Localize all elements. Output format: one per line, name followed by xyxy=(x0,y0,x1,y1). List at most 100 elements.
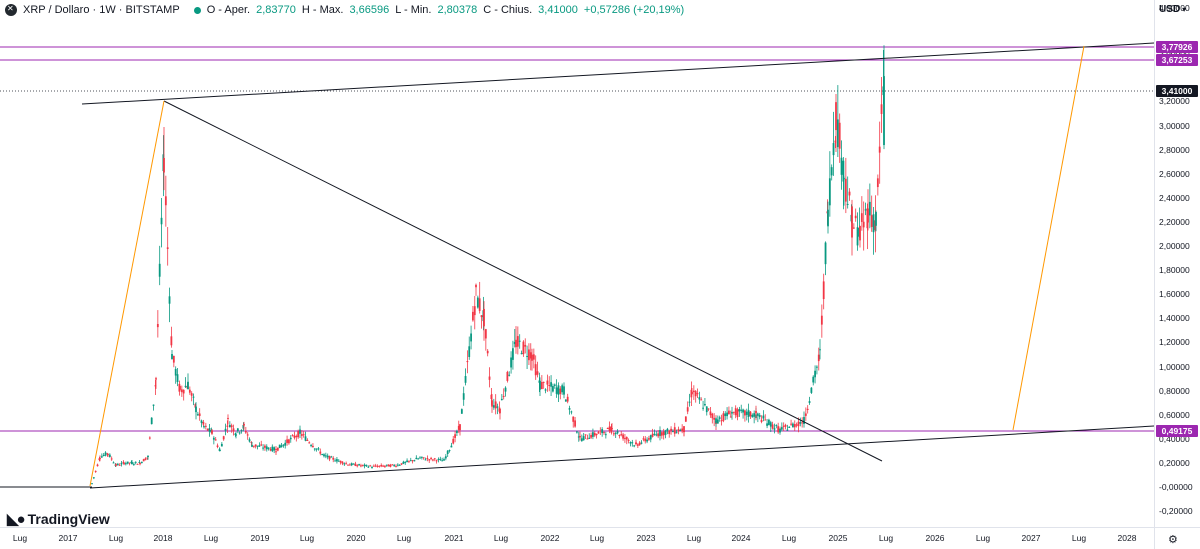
price-level-tag[interactable]: 3,77926 xyxy=(1156,41,1198,53)
candle-body xyxy=(269,449,272,451)
candle-body xyxy=(728,410,730,415)
candle-body xyxy=(99,458,101,460)
candle-body xyxy=(250,441,253,443)
candle-body xyxy=(553,384,556,386)
candle-body xyxy=(546,380,549,385)
candle-body xyxy=(187,381,189,390)
candle-body xyxy=(784,424,787,427)
candle-body xyxy=(472,311,474,321)
candle-body xyxy=(144,458,147,461)
candle-body xyxy=(867,208,869,223)
candle-body xyxy=(446,450,449,454)
candle-body xyxy=(415,457,418,460)
candle-body xyxy=(566,396,569,402)
candle-body xyxy=(100,456,103,458)
time-tick-label: Lug xyxy=(203,533,219,543)
candle-body xyxy=(419,457,421,459)
price-chart[interactable] xyxy=(0,0,1155,527)
candle-body xyxy=(653,433,656,435)
candle-body xyxy=(597,431,600,434)
price-tick-label: 3,20000 xyxy=(1159,96,1190,107)
candle-body xyxy=(428,459,431,461)
candle-body xyxy=(764,419,767,421)
candle-body xyxy=(146,457,149,459)
candle-body xyxy=(611,428,613,430)
candle-body xyxy=(334,460,336,462)
candle-body xyxy=(492,405,495,408)
candle-body xyxy=(608,426,611,432)
candle-body xyxy=(868,201,871,216)
candle-body xyxy=(720,420,723,422)
candle-body xyxy=(775,425,778,427)
candle-body xyxy=(812,376,815,383)
price-level-tag[interactable]: 3,67253 xyxy=(1156,54,1198,66)
candle-body xyxy=(819,349,821,351)
candle-body xyxy=(515,339,517,348)
candle-body xyxy=(747,410,750,417)
time-tick-label: Lug xyxy=(299,533,315,543)
tradingview-logo[interactable]: ◣● TradingView xyxy=(7,510,110,528)
candle-body xyxy=(480,315,483,318)
candle-body xyxy=(163,158,165,173)
candle-body xyxy=(212,437,215,440)
candle-body xyxy=(328,455,331,460)
candle-body xyxy=(152,404,155,406)
candle-body xyxy=(542,381,545,383)
price-level-tag[interactable]: 0,49175 xyxy=(1156,425,1198,437)
candle-body xyxy=(810,387,813,393)
candle-body xyxy=(744,410,746,416)
candle-body xyxy=(840,157,843,175)
candle-body xyxy=(692,390,695,393)
candle-body xyxy=(559,388,562,394)
candle-body xyxy=(610,426,613,433)
candle-body xyxy=(339,460,342,463)
candle-body xyxy=(244,431,247,433)
price-axis[interactable]: USD▾ 4,00000 3,60000 3,20000 3,00000 2,80000… xyxy=(1154,0,1200,549)
candle-body xyxy=(140,461,143,463)
candle-body xyxy=(219,450,221,452)
candle-body xyxy=(629,442,632,444)
candle-body xyxy=(108,454,111,458)
candle-body xyxy=(122,461,125,463)
time-axis[interactable]: Lug 2017 Lug 2018 Lug 2019 Lug 2020 Lug 2021 Lug 20… xyxy=(0,527,1154,549)
price-level-tag[interactable]: 3,41000 xyxy=(1156,85,1198,97)
fib-projection-line xyxy=(89,100,165,487)
candle-body xyxy=(273,447,276,451)
candle-body xyxy=(288,439,290,444)
chart-area[interactable]: XRP / Dollaro · 1W · BITSTAMP O - Aper. … xyxy=(0,0,1155,528)
candle-body xyxy=(408,460,410,462)
candle-body xyxy=(389,464,392,467)
candle-body xyxy=(96,464,99,467)
settings-gear-icon[interactable]: ⚙ xyxy=(1168,534,1178,546)
time-tick-label: Lug xyxy=(781,533,797,543)
candle-body xyxy=(384,465,386,467)
price-tick-label: 1,00000 xyxy=(1159,361,1190,372)
candle-body xyxy=(555,387,558,394)
candle-body xyxy=(843,178,845,180)
candle-body xyxy=(246,434,249,436)
candle-body xyxy=(147,456,149,458)
candle-body xyxy=(196,414,199,416)
candle-body xyxy=(494,401,497,409)
candle-body xyxy=(457,425,460,430)
candle-body xyxy=(378,465,381,467)
close-label: C - Chius. xyxy=(483,4,533,16)
chart-legend: XRP / Dollaro · 1W · BITSTAMP O - Aper. … xyxy=(5,4,684,16)
candle-body xyxy=(464,376,467,383)
candle-body xyxy=(439,458,442,460)
market-status-icon[interactable] xyxy=(193,6,201,14)
candle-body xyxy=(459,424,461,431)
candle-body xyxy=(473,306,476,316)
candle-body xyxy=(529,352,532,359)
candle-body xyxy=(406,460,408,463)
candle-body xyxy=(862,221,865,228)
currency-button[interactable]: USD ▾ xyxy=(1159,4,1186,15)
candle-body xyxy=(876,178,879,188)
candle-body xyxy=(315,448,318,450)
candle-body xyxy=(756,413,759,416)
candle-body xyxy=(437,458,440,461)
candle-body xyxy=(668,430,671,435)
symbol-title[interactable]: XRP / Dollaro · 1W · BITSTAMP xyxy=(23,4,180,16)
candle-body xyxy=(402,461,405,464)
candle-body xyxy=(470,333,472,342)
